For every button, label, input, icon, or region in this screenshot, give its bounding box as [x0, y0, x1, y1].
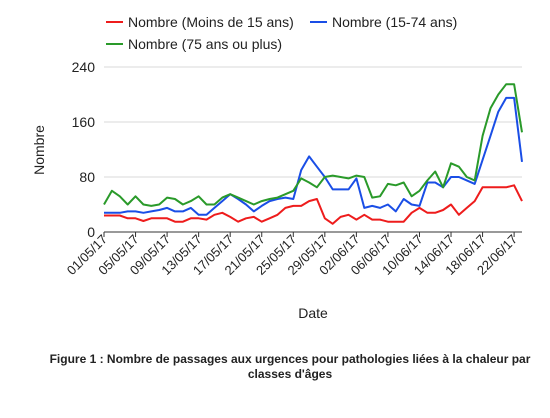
series-line-2 — [103, 83, 523, 207]
x-axis-title: Date — [298, 305, 328, 321]
legend-item-75-plus: Nombre (75 ans ou plus) — [106, 36, 282, 52]
y-axis-title: Nombre — [31, 125, 47, 175]
caption-line-1: Figure 1 : Nombre de passages aux urgenc… — [49, 352, 531, 366]
legend-label-15-74: Nombre (15-74 ans) — [332, 14, 457, 30]
legend-label-moins-15: Nombre (Moins de 15 ans) — [128, 14, 294, 30]
series-lines — [103, 83, 523, 225]
x-axis-ticks: 01/05/1705/05/1709/05/1713/05/1717/05/17… — [64, 232, 521, 278]
y-tick-label-80: 80 — [79, 169, 95, 185]
series-line-0 — [104, 184, 523, 225]
legend: Nombre (Moins de 15 ans) Nombre (15-74 a… — [106, 14, 457, 52]
legend-label-75-plus: Nombre (75 ans ou plus) — [128, 36, 282, 52]
caption-line-2: classes d'âges — [247, 367, 333, 381]
y-axis-ticks: 0 80 160 240 — [72, 59, 96, 240]
series-line-1 — [104, 96, 523, 216]
y-tick-label-0: 0 — [87, 224, 95, 240]
legend-item-15-74: Nombre (15-74 ans) — [310, 14, 457, 30]
legend-item-moins-15: Nombre (Moins de 15 ans) — [106, 14, 294, 30]
figure-caption: Figure 1 : Nombre de passages aux urgenc… — [40, 352, 540, 382]
y-tick-label-240: 240 — [72, 59, 96, 75]
y-tick-label-160: 160 — [72, 114, 96, 130]
